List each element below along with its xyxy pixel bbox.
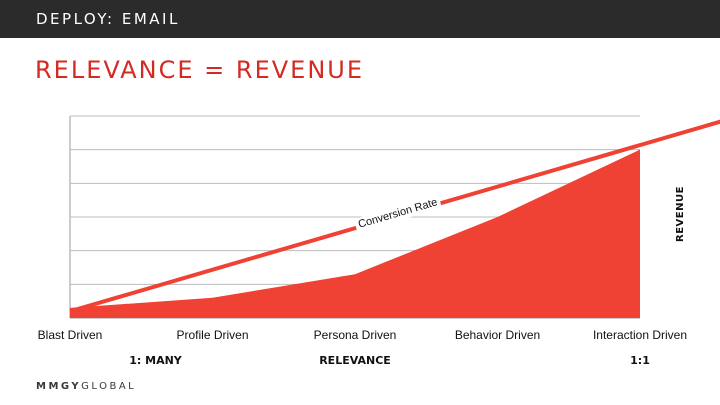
x-tick-label: Profile Driven xyxy=(176,328,248,342)
section-title: DEPLOY: EMAIL xyxy=(36,10,180,28)
x-tick-label: Interaction Driven xyxy=(593,328,687,342)
brand-logo: MMGYGLOBAL xyxy=(36,381,136,392)
conversion-rate-label: Conversion Rate xyxy=(357,196,439,230)
brand-bold: MMGY xyxy=(36,381,82,392)
axis-group-label: 1:1 xyxy=(630,354,650,367)
y-axis-label: REVENUE xyxy=(675,186,686,242)
top-bar: DEPLOY: EMAIL xyxy=(0,0,720,38)
brand-light: GLOBAL xyxy=(81,381,137,392)
slide-title: RELEVANCE = REVENUE xyxy=(35,56,365,84)
x-tick-label: Persona Driven xyxy=(314,328,397,342)
conversion-rate-label-bg xyxy=(353,194,443,233)
x-tick-label: Blast Driven xyxy=(38,328,103,342)
axis-group-label: RELEVANCE xyxy=(319,354,391,367)
x-tick-label: Behavior Driven xyxy=(455,328,540,342)
axis-group-label: 1: MANY xyxy=(129,354,183,367)
revenue-area xyxy=(70,149,640,318)
